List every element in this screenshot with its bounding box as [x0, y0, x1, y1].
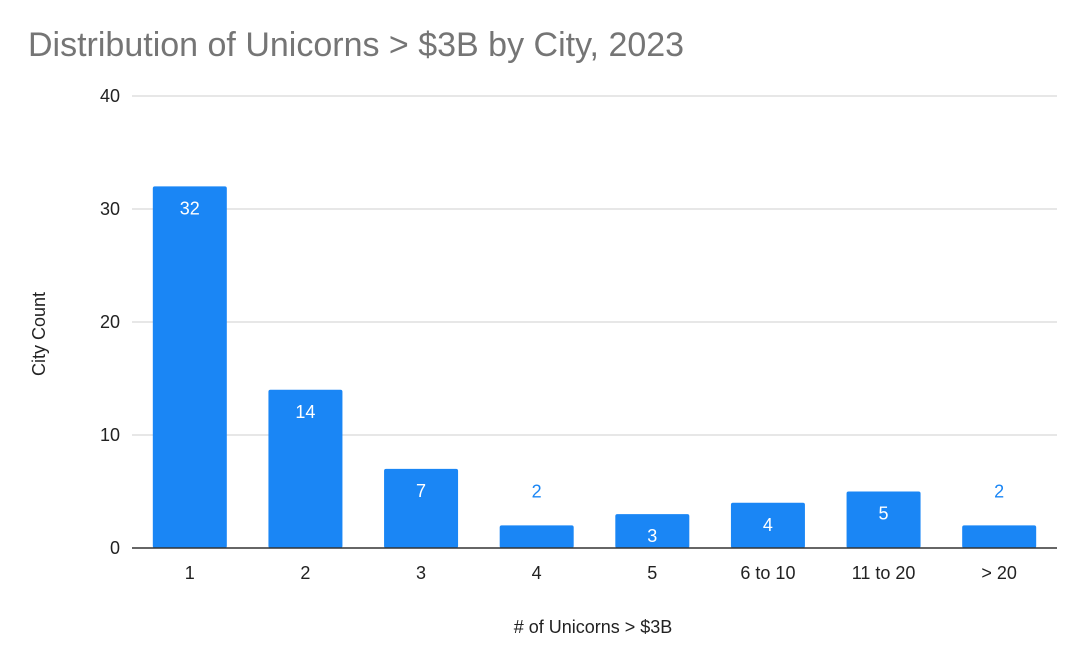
bar — [615, 514, 690, 548]
bar — [846, 491, 921, 548]
y-axis-label: City Count — [29, 292, 49, 376]
x-tick-label: 5 — [647, 563, 657, 583]
x-tick-label: 6 to 10 — [740, 563, 795, 583]
x-tick-label: 4 — [532, 563, 542, 583]
x-axis-label: # of Unicorns > $3B — [514, 617, 673, 637]
bar — [499, 525, 574, 548]
x-tick-label: > 20 — [981, 563, 1017, 583]
x-axis-ticks: 1 2 3 4 5 6 to 10 11 to 20 > 20 — [185, 563, 1017, 583]
bars: 32 14 7 2 3 4 5 2 — [152, 186, 1037, 548]
x-tick-label: 3 — [416, 563, 426, 583]
y-tick-label: 0 — [110, 538, 120, 558]
bar — [384, 468, 459, 548]
y-tick-label: 10 — [100, 425, 120, 445]
x-tick-label: 2 — [300, 563, 310, 583]
bar-value-label: 14 — [295, 402, 315, 422]
bar-value-label: 2 — [994, 481, 1004, 501]
y-tick-label: 40 — [100, 86, 120, 106]
bar — [730, 502, 805, 548]
bar — [268, 389, 343, 548]
bar-value-label: 2 — [532, 481, 542, 501]
x-tick-label: 11 to 20 — [852, 563, 916, 583]
chart-title: Distribution of Unicorns > $3B by City, … — [28, 26, 684, 64]
bar-value-label: 32 — [180, 198, 200, 218]
gridlines — [132, 95, 1057, 436]
bar — [962, 525, 1037, 548]
y-tick-label: 20 — [100, 312, 120, 332]
bar-value-label: 5 — [879, 504, 889, 524]
bar-value-label: 7 — [416, 481, 426, 501]
bar-value-label: 4 — [763, 515, 773, 535]
y-tick-label: 30 — [100, 199, 120, 219]
x-tick-label: 1 — [185, 563, 195, 583]
y-axis-ticks: 0 10 20 30 40 — [100, 86, 120, 558]
bar-value-label: 3 — [647, 526, 657, 546]
bar — [152, 186, 227, 548]
